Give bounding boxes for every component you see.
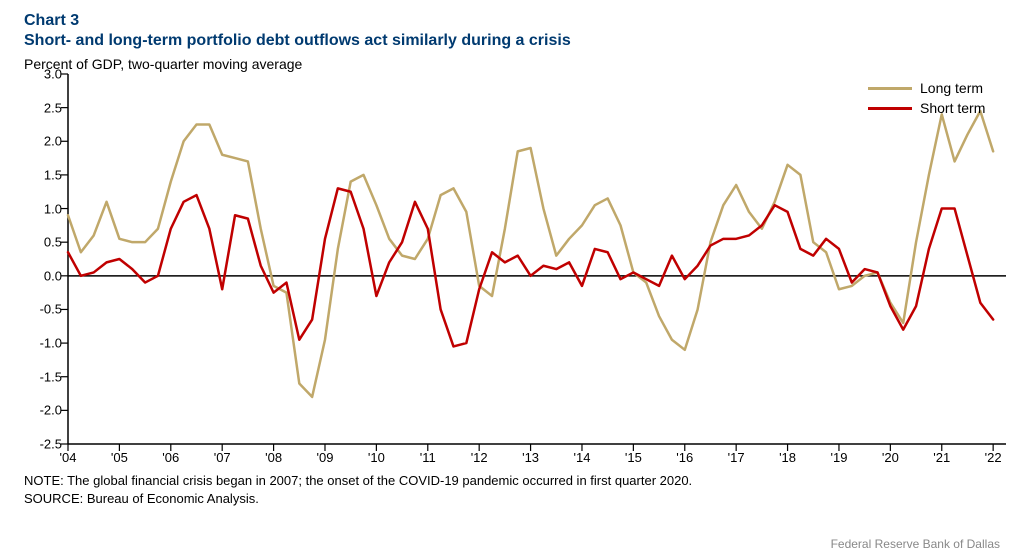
- y-tick-label: 2.5: [44, 100, 68, 115]
- x-tick-label: '15: [625, 444, 642, 465]
- chart-number: Chart 3: [24, 12, 1000, 30]
- y-tick-label: -1.0: [40, 336, 68, 351]
- y-tick-label: -2.0: [40, 403, 68, 418]
- x-tick-label: '17: [728, 444, 745, 465]
- x-tick-label: '18: [779, 444, 796, 465]
- x-tick-label: '19: [830, 444, 847, 465]
- legend-swatch: [868, 87, 912, 90]
- chart-page: Chart 3 Short- and long-term portfolio d…: [0, 0, 1024, 559]
- y-tick-label: 1.0: [44, 201, 68, 216]
- chart-subtitle: Percent of GDP, two-quarter moving avera…: [24, 56, 1000, 72]
- x-tick-label: '07: [214, 444, 231, 465]
- note-line: NOTE: The global financial crisis began …: [24, 472, 1000, 490]
- legend-item: Long term: [868, 80, 985, 96]
- x-tick-label: '20: [882, 444, 899, 465]
- chart-title: Short- and long-term portfolio debt outf…: [24, 32, 1000, 50]
- x-tick-label: '09: [317, 444, 334, 465]
- y-tick-label: 3.0: [44, 67, 68, 82]
- x-tick-label: '16: [676, 444, 693, 465]
- series-short-term: [68, 188, 993, 346]
- y-tick-label: -0.5: [40, 302, 68, 317]
- y-tick-label: -1.5: [40, 369, 68, 384]
- x-tick-label: '13: [522, 444, 539, 465]
- series-long-term: [68, 111, 993, 397]
- x-tick-label: '06: [162, 444, 179, 465]
- line-chart-svg: [68, 74, 1006, 444]
- legend-label: Long term: [920, 80, 983, 96]
- x-tick-label: '10: [368, 444, 385, 465]
- x-tick-label: '04: [60, 444, 77, 465]
- y-tick-label: 0.5: [44, 235, 68, 250]
- source-line: SOURCE: Bureau of Economic Analysis.: [24, 490, 1000, 508]
- legend: Long term Short term: [868, 80, 985, 120]
- plot-area: Long termShort term 3.02.52.01.51.00.50.…: [68, 74, 1006, 444]
- x-tick-label: '11: [420, 444, 436, 465]
- y-tick-label: 2.0: [44, 134, 68, 149]
- legend-label: Short term: [920, 100, 985, 116]
- y-tick-label: 0.0: [44, 268, 68, 283]
- x-tick-label: '22: [985, 444, 1002, 465]
- y-tick-label: 1.5: [44, 167, 68, 182]
- chart-notes: NOTE: The global financial crisis began …: [24, 472, 1000, 507]
- x-tick-label: '21: [933, 444, 950, 465]
- x-tick-label: '08: [265, 444, 282, 465]
- x-tick-label: '14: [573, 444, 590, 465]
- legend-item: Short term: [868, 100, 985, 116]
- x-tick-label: '05: [111, 444, 128, 465]
- x-tick-label: '12: [471, 444, 488, 465]
- attribution: Federal Reserve Bank of Dallas: [831, 537, 1000, 551]
- legend-swatch: [868, 107, 912, 110]
